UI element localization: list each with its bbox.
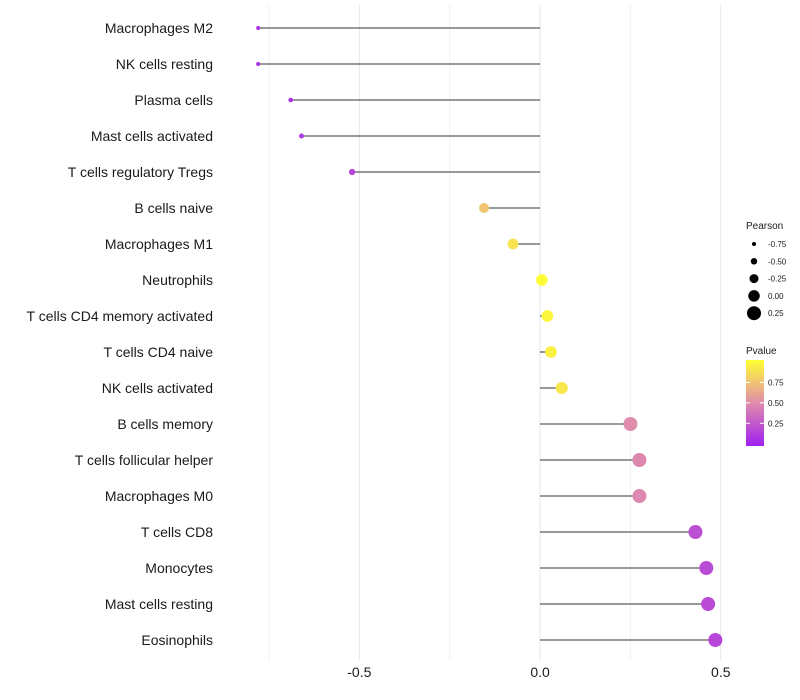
color-legend-label: 0.50: [768, 399, 784, 408]
lollipop-dot: [632, 453, 647, 467]
category-label: Macrophages M2: [105, 20, 213, 36]
x-axis-ticks: -0.5 0.0 0.5: [347, 664, 730, 680]
lollipop-dot: [256, 62, 261, 66]
category-label: Plasma cells: [134, 92, 213, 108]
lollipop-stems: [258, 27, 716, 641]
lollipop-dot: [555, 381, 568, 395]
size-legend-label: 0.00: [768, 292, 784, 301]
lollipop-dot: [299, 133, 304, 139]
lollipop-dot: [541, 310, 554, 322]
category-label: Mast cells activated: [91, 128, 213, 144]
category-label: T cells CD4 memory activated: [27, 308, 213, 324]
color-legend-title: Pvalue: [746, 346, 777, 357]
category-label: Neutrophils: [142, 272, 213, 288]
color-legend-label: 0.25: [768, 419, 784, 428]
lollipop-dot: [479, 203, 490, 213]
grid-lines: [268, 5, 722, 660]
pearson-size-legend: Pearson -0.75 -0.50 -0.25 0.00 0.25: [746, 221, 787, 321]
lollipop-dot: [623, 417, 638, 431]
lollipop-dot: [688, 525, 703, 539]
size-legend-label: -0.50: [768, 257, 787, 266]
category-label: B cells naive: [134, 200, 213, 216]
size-legend-dot: [747, 306, 761, 321]
lollipop-dot: [288, 97, 293, 103]
x-tick-label: 0.0: [530, 664, 550, 680]
category-labels: Macrophages M2 NK cells resting Plasma cel…: [27, 20, 214, 648]
color-legend-label: 0.75: [768, 378, 784, 387]
lollipop-dot: [536, 274, 548, 286]
lollipop-dot: [699, 561, 714, 575]
size-legend-title: Pearson: [746, 221, 783, 232]
lollipop-dot: [708, 633, 723, 647]
size-legend-dot: [750, 258, 758, 265]
lollipop-dot: [701, 597, 716, 611]
size-legend-label: 0.25: [768, 309, 784, 318]
lollipop-dot: [545, 346, 557, 358]
lollipop-dot: [256, 26, 261, 30]
category-label: NK cells activated: [102, 380, 213, 396]
size-legend-dot: [749, 274, 759, 284]
category-label: Macrophages M1: [105, 236, 213, 252]
lollipop-dot: [348, 168, 356, 176]
category-label: Mast cells resting: [105, 596, 213, 612]
category-label: T cells regulatory Tregs: [68, 164, 213, 180]
category-label: NK cells resting: [116, 56, 213, 72]
category-label: T cells follicular helper: [75, 452, 214, 468]
lollipop-dot: [507, 238, 519, 250]
colorbar: [746, 360, 764, 446]
lollipop-dots: [256, 26, 723, 647]
x-tick-label: -0.5: [347, 664, 371, 680]
category-label: B cells memory: [117, 416, 213, 432]
category-label: Eosinophils: [141, 632, 213, 648]
size-legend-dot: [748, 290, 760, 302]
size-legend-label: -0.25: [768, 275, 787, 284]
size-legend-dot: [752, 242, 756, 246]
x-tick-label: 0.5: [711, 664, 731, 680]
category-label: Monocytes: [145, 560, 213, 576]
category-label: Macrophages M0: [105, 488, 213, 504]
category-label: T cells CD8: [141, 524, 213, 540]
category-label: T cells CD4 naive: [104, 344, 214, 360]
lollipop-dot: [632, 489, 647, 503]
size-legend-label: -0.75: [768, 240, 787, 249]
pvalue-color-legend: Pvalue 0.75 0.50 0.25: [746, 346, 784, 446]
